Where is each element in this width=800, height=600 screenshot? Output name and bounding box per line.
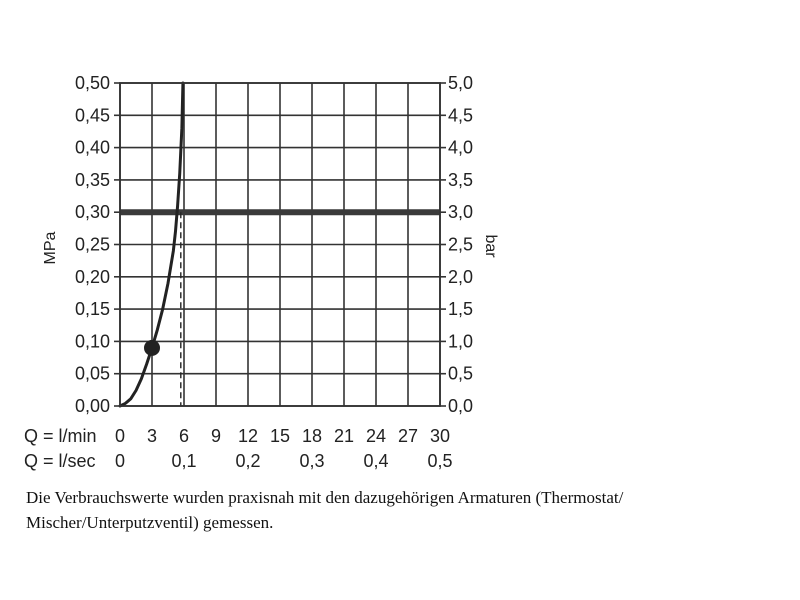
pressure-flow-chart: 0,000,050,100,150,200,250,300,350,400,45… [24,73,499,471]
x-tick-label: 3 [147,426,157,446]
x-tick-label: 15 [270,426,290,446]
x-tick-label: 9 [211,426,221,446]
y2-tick-label: 2,0 [448,267,473,287]
x2-tick-label: 0,5 [427,451,452,471]
secondary-x-axis-label: Q = l/sec [24,451,96,471]
y2-tick-label: 1,5 [448,299,473,319]
x2-tick-label: 0,1 [171,451,196,471]
caption-text: Die Verbrauchswerte wurden praxisnah mit… [26,488,624,532]
x-tick-label: 21 [334,426,354,446]
y-axis-label: MPa [42,231,59,264]
y-tick-label: 0,45 [75,105,110,125]
tick-labels: 0,000,050,100,150,200,250,300,350,400,45… [75,73,473,471]
x-axis-label: Q = l/min [24,426,97,446]
y2-tick-label: 5,0 [448,73,473,93]
y-tick-label: 0,20 [75,267,110,287]
y2-tick-label: 3,0 [448,202,473,222]
y-tick-label: 0,15 [75,299,110,319]
y-tick-label: 0,40 [75,138,110,158]
y-tick-label: 0,30 [75,202,110,222]
y2-tick-label: 1,0 [448,331,473,351]
x-tick-label: 18 [302,426,322,446]
x2-tick-label: 0,3 [299,451,324,471]
chart-axes [114,82,446,407]
y2-tick-label: 3,5 [448,170,473,190]
x2-tick-label: 0,2 [235,451,260,471]
y-tick-label: 0,10 [75,331,110,351]
y2-tick-label: 4,5 [448,105,473,125]
x2-tick-label: 0,4 [363,451,388,471]
curve-group [118,81,185,408]
x-tick-label: 27 [398,426,418,446]
x-tick-label: 24 [366,426,386,446]
x-tick-label: 0 [115,426,125,446]
y2-tick-label: 4,0 [448,138,473,158]
chart-grid [119,82,441,407]
y2-tick-label: 0,0 [448,396,473,416]
pressure-curve [118,81,185,408]
secondary-y-axis-label: bar [482,234,499,258]
y2-tick-label: 2,5 [448,235,473,255]
y-tick-label: 0,05 [75,364,110,384]
x2-tick-label: 0 [115,451,125,471]
x-tick-label: 12 [238,426,258,446]
y-tick-label: 0,25 [75,235,110,255]
y-tick-label: 0,50 [75,73,110,93]
x-tick-label: 30 [430,426,450,446]
operating-point-marker [144,339,160,356]
x-tick-label: 6 [179,426,189,446]
plot-frame [119,82,441,407]
y-tick-label: 0,35 [75,170,110,190]
y-tick-label: 0,00 [75,396,110,416]
y2-tick-label: 0,5 [448,364,473,384]
